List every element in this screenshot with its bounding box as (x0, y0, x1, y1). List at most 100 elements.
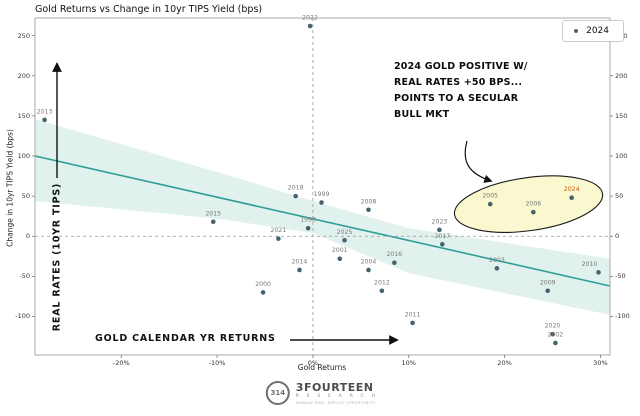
callout-arrow (464, 140, 493, 183)
data-point (305, 225, 311, 231)
point-year-label: 2004 (361, 258, 377, 265)
y-tick-label: 0 (25, 232, 30, 241)
data-point (366, 267, 371, 273)
data-point (297, 267, 302, 273)
point-year-label: 2023 (432, 218, 448, 225)
y-tick-label: -100 (615, 312, 630, 321)
y-tick-label: 150 (17, 111, 30, 120)
data-point (550, 331, 555, 337)
real-rates-annotation: REAL RATES (10YR TIPS) (51, 182, 63, 332)
x-tick-label: 10% (401, 359, 416, 367)
callout-line: BULL MKT (394, 109, 450, 120)
y-tick-label: 100 (615, 152, 628, 160)
x-tick-label: -10% (208, 359, 226, 367)
data-point (596, 270, 601, 275)
point-year-label: 2009 (540, 279, 556, 286)
y-tick-label: 50 (615, 192, 624, 201)
point-year-label: 2021 (271, 227, 287, 234)
y-tick-label: 200 (17, 71, 30, 80)
point-year-label: 2003 (489, 257, 505, 264)
point-year-label: 2015 (205, 210, 221, 217)
data-point (42, 117, 47, 123)
data-point (437, 227, 442, 233)
point-year-label: 2002 (548, 331, 564, 338)
point-year-label: 2001 (332, 247, 348, 254)
data-point (337, 256, 343, 262)
point-year-label: 2012 (374, 279, 390, 286)
point-year-label: 2000 (255, 281, 271, 288)
legend: 2024 (562, 20, 624, 42)
point-year-label: 1999 (314, 191, 330, 198)
highlight-ellipse (453, 175, 604, 233)
point-year-label: 2022 (302, 15, 318, 22)
point-year-label: 2011 (405, 311, 421, 318)
data-point (569, 195, 574, 201)
data-point (410, 320, 415, 326)
point-year-label: 2014 (292, 258, 308, 265)
x-tick-label: 30% (593, 359, 608, 367)
point-year-label: 2024 (564, 186, 580, 193)
x-tick-label: -20% (112, 359, 130, 367)
confidence-band (35, 119, 610, 315)
data-point (276, 236, 281, 241)
y-tick-label: 250 (17, 31, 30, 40)
chart-title: Gold Returns vs Change in 10yr TIPS Yiel… (35, 4, 263, 15)
y-tick-label: 200 (615, 71, 628, 80)
data-point (392, 260, 397, 266)
point-year-label: 2020 (545, 323, 561, 330)
logo-subtitle: R E S E A R C H (295, 394, 379, 399)
logo-tagline: MANAGE RISK. EXPLOIT OPPORTUNITY. (295, 400, 377, 405)
point-year-label: 2025 (337, 229, 353, 236)
point-year-label: 2006 (525, 201, 541, 208)
y-axis-label: Change in 10yr TIPS Yield (bps) (5, 129, 15, 247)
data-point (210, 219, 216, 225)
data-point (366, 207, 371, 213)
point-year-label: 2005 (482, 193, 498, 200)
callout-line: POINTS TO A SECULAR (394, 93, 519, 104)
x-axis-label: Gold Returns (297, 363, 347, 372)
y-tick-label: 0 (615, 232, 620, 241)
logo-text: 3FOURTEEN R E S E A R C H MANAGE RISK. E… (296, 382, 378, 405)
annotation-callout: 2024 GOLD POSITIVE W/ REAL RATES +50 BPS… (394, 59, 528, 123)
point-year-label: 1998 (300, 217, 316, 224)
plot-border (34, 17, 611, 356)
data-point (494, 266, 500, 271)
data-point (531, 209, 536, 215)
logo-icon-text: 314 (270, 389, 286, 397)
logo: 314 3FOURTEEN R E S E A R C H MANAGE RIS… (265, 381, 378, 405)
x-tick-label: 20% (497, 359, 512, 367)
data-point (487, 201, 493, 207)
y-tick-label: 150 (615, 111, 628, 120)
data-point (553, 340, 558, 346)
callout-line: REAL RATES +50 BPS... (394, 77, 523, 88)
data-point (379, 288, 385, 294)
logo-icon: 314 (265, 381, 290, 405)
data-point (342, 237, 347, 243)
trend-line (34, 155, 611, 287)
point-year-label: 2010 (582, 261, 598, 268)
y-tick-label: -50 (19, 272, 30, 281)
y-tick-label: 50 (21, 192, 30, 201)
point-year-label: 2008 (361, 198, 377, 205)
data-point (439, 241, 445, 247)
logo-name: 3FOURTEEN (295, 380, 374, 394)
data-point (319, 200, 324, 205)
legend-label: 2024 (586, 26, 609, 36)
point-year-label: 2017 (434, 233, 450, 240)
data-point (545, 288, 551, 294)
point-year-label: 2018 (288, 185, 304, 192)
callout-line: 2024 GOLD POSITIVE W/ (394, 61, 528, 72)
x-tick-label: 0% (307, 359, 319, 367)
point-year-label: 2013 (37, 108, 53, 115)
point-year-label: 2016 (387, 251, 403, 258)
y-tick-label: 100 (17, 152, 30, 160)
gold-returns-annotation: GOLD CALENDAR YR RETURNS (95, 333, 276, 344)
data-point (293, 193, 298, 199)
data-point (307, 23, 313, 29)
y-tick-label: -50 (615, 272, 626, 281)
data-point (260, 290, 266, 295)
y-tick-label: -100 (15, 312, 30, 321)
legend-marker-icon (574, 29, 579, 33)
